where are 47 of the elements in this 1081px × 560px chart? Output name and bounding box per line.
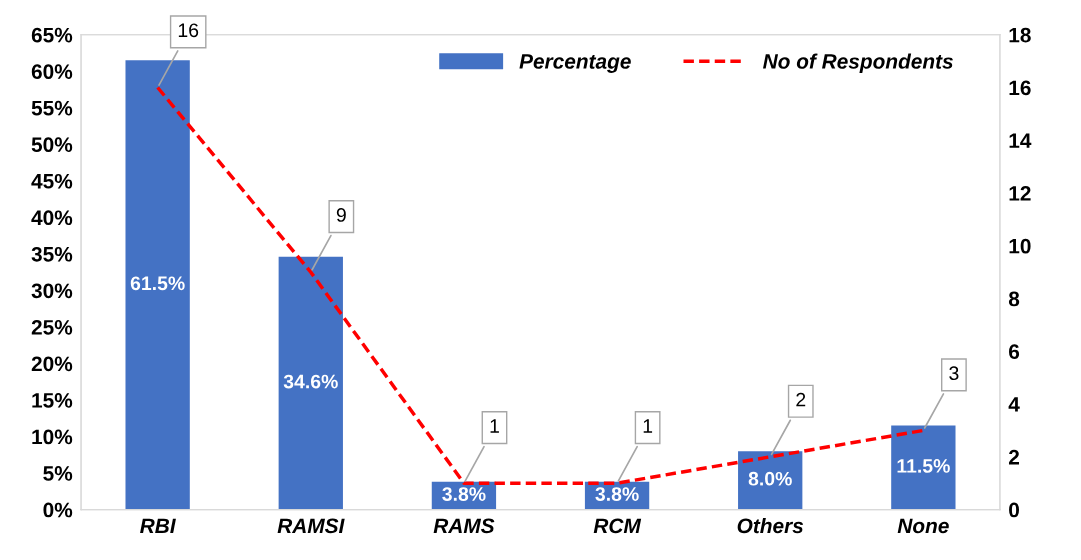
- y2-tick-label: 4: [1008, 397, 1020, 412]
- y-tick-label: 50%: [31, 137, 73, 153]
- y-tick-label: 55%: [31, 100, 73, 116]
- y2-tick-label: 14: [1009, 133, 1032, 148]
- y2-tick-label: 2: [1008, 449, 1020, 465]
- y-tick-label: 65%: [31, 27, 73, 43]
- y2-tick-label: 0: [1009, 502, 1019, 518]
- data-label: 9: [336, 208, 346, 222]
- y2-tick-label: 18: [1009, 27, 1031, 43]
- data-label: 3.8%: [442, 487, 486, 501]
- y2-tick-label: 16: [1009, 80, 1031, 96]
- bar: [125, 60, 190, 510]
- y-tick-label: 60%: [31, 64, 73, 79]
- data-label: 2: [796, 392, 806, 407]
- y-tick-label: 25%: [31, 319, 73, 335]
- data-label: 1: [490, 419, 499, 433]
- y2-tick-label: 10: [1009, 238, 1031, 254]
- bar: [891, 425, 956, 510]
- y-tick-label: 5%: [43, 466, 73, 481]
- y-tick-label: 30%: [31, 283, 73, 299]
- x-tick-label: RAMS: [433, 518, 495, 534]
- data-label: 16: [178, 23, 199, 38]
- x-tick-label: RBI: [140, 518, 176, 534]
- y2-tick-label: 12: [1009, 186, 1031, 201]
- x-tick-label: None: [897, 518, 949, 534]
- x-tick-label: Others: [737, 517, 804, 534]
- x-tick-label: RAMSI: [277, 518, 345, 534]
- data-label: 11.5%: [897, 459, 950, 473]
- y2-tick-label: 8: [1008, 291, 1020, 307]
- data-label: 3: [949, 366, 959, 381]
- x-tick-label: RCM: [593, 518, 642, 534]
- data-label: 34.6%: [283, 374, 338, 389]
- y-tick-label: 10%: [32, 429, 73, 445]
- y-tick-label: 40%: [31, 210, 73, 226]
- legend-label: Percentage: [519, 54, 631, 73]
- y-tick-label: 15%: [32, 393, 73, 408]
- y-tick-label: 45%: [31, 173, 73, 189]
- y-tick-label: 0%: [43, 502, 73, 518]
- legend-label: No of Respondents: [763, 53, 953, 73]
- data-label: 3.8%: [595, 487, 639, 501]
- bar: [278, 256, 343, 510]
- y2-tick-label: 6: [1009, 344, 1020, 360]
- y-tick-label: 20%: [31, 356, 73, 372]
- data-label: 8.0%: [748, 471, 792, 486]
- y-tick-label: 35%: [31, 246, 73, 262]
- data-label: 1: [643, 419, 653, 433]
- data-label: 61.5%: [130, 276, 185, 291]
